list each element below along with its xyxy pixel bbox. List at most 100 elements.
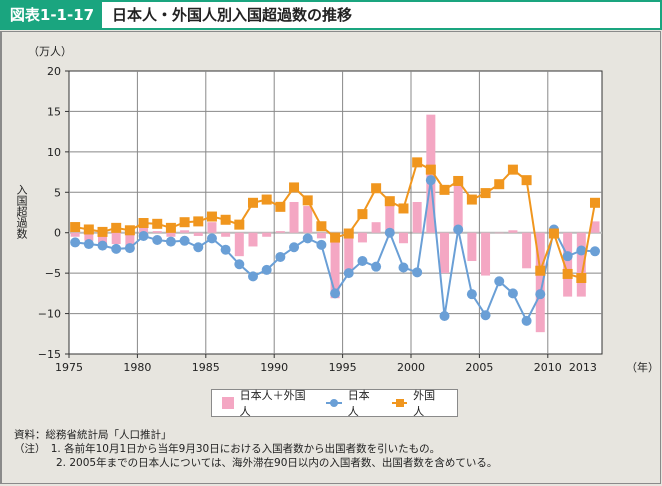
japanese-point-2005	[480, 310, 491, 321]
foreign-point-2011	[562, 268, 573, 279]
japanese-point-1988	[247, 271, 258, 282]
x-tick-label: 1975	[55, 361, 83, 374]
foreign-point-2000	[412, 157, 423, 168]
japanese-point-2004	[466, 289, 477, 300]
foreign-point-1990	[275, 201, 286, 212]
foreign-point-1975	[70, 222, 81, 233]
foreign-point-1996	[357, 209, 368, 220]
x-tick-label: 2010	[534, 361, 562, 374]
figure-number: 図表1-1-17	[2, 2, 102, 28]
foreign-point-2004	[466, 194, 477, 205]
bar-1993	[316, 232, 326, 239]
foreign-point-2003	[453, 175, 464, 186]
japanese-point-2003	[453, 224, 464, 235]
bar-1985	[207, 222, 217, 233]
japanese-point-1975	[70, 237, 81, 248]
legend-label: 日本人＋外国人	[239, 389, 306, 418]
y-tick-label: 15	[47, 105, 61, 118]
figure-title: 日本人・外国人別入国超過数の推移	[112, 6, 353, 24]
bar-1997	[371, 222, 381, 233]
y-unit-label: （万人）	[28, 45, 72, 58]
bar-1975	[70, 232, 80, 237]
foreign-point-1983	[179, 217, 190, 228]
legend-label: 外国人	[413, 389, 436, 418]
square-marker-icon	[391, 398, 408, 408]
bar-2002	[440, 232, 450, 274]
bar-2004	[467, 232, 477, 262]
japanese-point-1986	[220, 244, 231, 255]
circle-marker-icon	[326, 398, 343, 408]
japanese-point-1989	[261, 264, 272, 275]
bar-2013	[590, 221, 600, 233]
foreign-point-1982	[165, 222, 176, 233]
bar-1986	[221, 232, 231, 237]
foreign-point-2002	[439, 184, 450, 195]
x-tick-label: 1985	[192, 361, 220, 374]
source-note: 資料：総務省統計局「人口推計」	[14, 429, 172, 441]
foreign-point-1998	[384, 196, 395, 207]
foreign-point-2007	[507, 164, 518, 175]
bar-swatch-icon	[222, 397, 234, 409]
bar-1982	[166, 232, 176, 237]
japanese-point-1992	[302, 233, 313, 244]
bar-1988	[248, 232, 258, 247]
japanese-point-1999	[398, 262, 409, 273]
japanese-point-2001	[425, 175, 436, 186]
bar-2011	[563, 232, 573, 297]
foreign-point-1979	[124, 225, 135, 236]
bar-1983	[180, 230, 190, 233]
japanese-point-1984	[193, 242, 204, 253]
japanese-point-1981	[152, 234, 163, 245]
foreign-point-1997	[371, 183, 382, 194]
foreign-point-1999	[398, 203, 409, 214]
x-tick-labels: 1975 1980 1985 1990 1995 2000 2005 2010 2013 （年）	[55, 360, 659, 374]
bar-1998	[385, 201, 395, 233]
japanese-point-1990	[275, 251, 286, 262]
japanese-point-2008	[521, 315, 532, 326]
bar-1994	[330, 232, 340, 299]
foreign-point-1976	[83, 224, 94, 235]
y-tick-label: 5	[54, 186, 61, 199]
x-tick-label: 1995	[329, 361, 357, 374]
foreign-point-1993	[316, 221, 327, 232]
bar-2009	[535, 232, 545, 333]
foreign-point-1986	[220, 214, 231, 225]
bar-1996	[357, 232, 367, 243]
y-tick-label: 10	[47, 146, 61, 159]
line-series	[70, 157, 600, 326]
bar-1979	[125, 232, 135, 246]
bar-2007	[508, 230, 518, 233]
japanese-point-2006	[494, 276, 505, 287]
japanese-point-1996	[357, 256, 368, 267]
japanese-point-1985	[206, 233, 217, 244]
japanese-point-1980	[138, 230, 149, 241]
japanese-point-1993	[316, 239, 327, 250]
x-tick-label: 2005	[465, 361, 493, 374]
x-tick-label: 2013	[569, 361, 597, 374]
bar-1995	[344, 232, 354, 274]
japanese-point-1997	[371, 261, 382, 272]
japanese-point-2011	[562, 251, 573, 262]
notes: 資料：総務省統計局「人口推計」 （注） 1. 各前年10月1日から当年9月30日…	[14, 428, 497, 470]
x-axis-label: （年）	[626, 360, 659, 374]
bar-1980	[139, 226, 149, 233]
x-tick-label: 1980	[123, 361, 151, 374]
y-tick-label: −15	[38, 348, 61, 361]
bar-1999	[398, 232, 408, 244]
foreign-point-2010	[548, 228, 559, 239]
foreign-point-1987	[234, 219, 245, 230]
bar-2000	[412, 201, 422, 233]
bar-1990	[275, 231, 285, 233]
x-tick-label: 1990	[260, 361, 288, 374]
bar-1987	[234, 232, 244, 257]
foreign-point-1989	[261, 194, 272, 205]
bar-1992	[303, 206, 313, 233]
plot-area	[68, 70, 603, 355]
legend-item-japanese: 日本人	[326, 387, 379, 419]
foreign-point-1991	[289, 182, 300, 193]
legend-label: 日本人	[347, 389, 370, 418]
foreign-point-2012	[576, 272, 587, 283]
japanese-point-1994	[330, 288, 341, 299]
bar-1976	[84, 232, 94, 241]
